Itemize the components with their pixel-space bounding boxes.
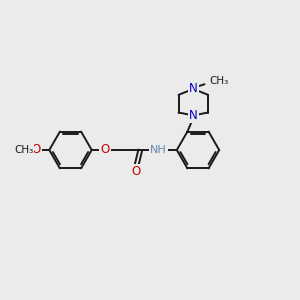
Text: N: N xyxy=(189,109,198,122)
Text: O: O xyxy=(32,143,41,157)
Text: O: O xyxy=(100,143,110,157)
Text: O: O xyxy=(131,165,140,178)
Text: CH₃: CH₃ xyxy=(209,76,229,86)
Text: NH: NH xyxy=(150,145,167,155)
Text: CH₃: CH₃ xyxy=(14,145,33,155)
Text: N: N xyxy=(189,82,198,95)
